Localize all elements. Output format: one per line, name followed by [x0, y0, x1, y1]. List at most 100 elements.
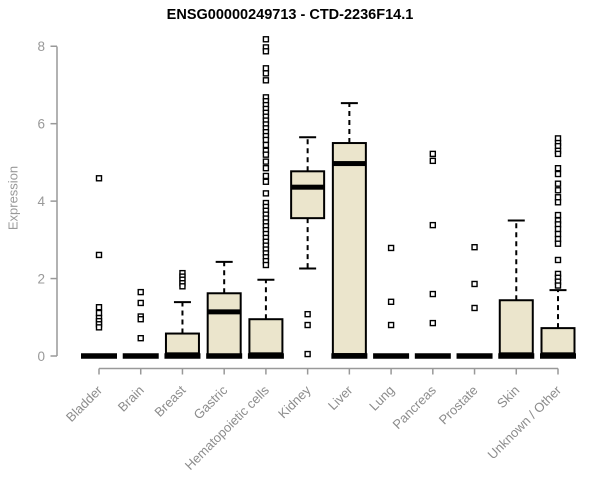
outlier-point [429, 221, 437, 229]
median-bar [81, 353, 117, 359]
boxplot-liver [331, 102, 368, 359]
median-bar [499, 352, 533, 358]
boxplot-pancreas [414, 150, 451, 359]
median-bar [332, 161, 366, 167]
outlier-point [262, 158, 270, 165]
x-tick-label: Bladder [63, 382, 106, 425]
outlier-point [554, 150, 562, 158]
outlier-point [95, 304, 103, 311]
y-tick-label: 2 [37, 271, 45, 286]
outlier-point [554, 187, 562, 194]
boxplot-unknown-other [540, 135, 576, 359]
outlier-point [262, 48, 270, 55]
outlier-point [262, 36, 270, 43]
x-tick-label: Pancreas [389, 382, 439, 432]
x-tick-label: Gastric [191, 382, 231, 422]
outlier-point [554, 180, 562, 187]
median-bar [373, 353, 410, 359]
iqr-box [331, 142, 367, 356]
boxplot-skin [498, 219, 535, 359]
outlier-point [262, 141, 270, 149]
outlier-point [137, 316, 144, 323]
iqr-box [248, 318, 284, 358]
boxplot-lung [373, 244, 410, 359]
outlier-point [304, 350, 311, 358]
y-tick-label: 6 [37, 116, 45, 131]
chart-title: ENSG00000249713 - CTD-2236F14.1 [166, 7, 414, 23]
iqr-box [206, 292, 242, 357]
outlier-point [262, 136, 270, 144]
outlier-point [554, 165, 562, 172]
outlier-point [262, 77, 270, 84]
median-bar [122, 353, 159, 359]
outlier-point [554, 256, 562, 264]
outlier-point [429, 319, 437, 327]
outlier-point [554, 170, 562, 178]
x-tick-label: Liver [325, 382, 356, 413]
median-bar [165, 352, 199, 358]
iqr-box [540, 327, 576, 358]
outlier-point [262, 190, 270, 197]
median-bar [249, 352, 283, 358]
outlier-point [95, 251, 103, 259]
median-bar [207, 309, 241, 315]
outlier-point [95, 175, 103, 182]
outlier-point [304, 310, 311, 318]
y-tick-label: 0 [37, 349, 45, 364]
median-bar [414, 353, 451, 359]
outlier-point [387, 321, 395, 329]
median-bar [291, 184, 325, 190]
outlier-point [95, 324, 103, 331]
outlier-point [429, 290, 437, 298]
outlier-point [471, 280, 478, 288]
outlier-point [554, 225, 562, 233]
boxplot-hematopoietic-cells [247, 36, 284, 359]
outlier-point [304, 321, 311, 329]
outlier-point [554, 211, 562, 219]
zero-base-bar [331, 353, 368, 359]
outlier-point [262, 261, 270, 269]
outlier-point [554, 230, 562, 238]
outlier-point [554, 199, 562, 206]
outlier-point [179, 283, 186, 290]
y-axis: 0 2 4 6 8 [37, 39, 58, 364]
outlier-point [137, 288, 144, 296]
outlier-point [554, 240, 562, 247]
zero-base-bar [206, 353, 243, 359]
y-tick-label: 4 [37, 194, 45, 209]
outlier-point [262, 65, 270, 72]
x-tick-label: Unknown / Other [485, 382, 565, 462]
median-bar [456, 353, 493, 359]
boxplot-gastric [206, 260, 243, 359]
x-tick-label: Skin [494, 383, 522, 411]
x-tick-label: Breast [151, 382, 188, 419]
y-tick-label: 8 [37, 39, 45, 54]
outlier-point [387, 244, 395, 252]
boxplot-brain [122, 288, 159, 359]
outlier-point [554, 282, 562, 289]
outlier-point [471, 243, 478, 251]
boxplot-prostate [456, 243, 493, 359]
iqr-box [498, 299, 534, 357]
outlier-point [262, 172, 270, 180]
median-bar [541, 352, 575, 358]
boxplot-breast [164, 269, 201, 359]
x-tick-label: Brain [115, 383, 147, 415]
outlier-point [137, 299, 144, 307]
outlier-point [429, 150, 437, 158]
x-tick-label: Prostate [436, 383, 481, 428]
x-tick-label: Lung [366, 383, 397, 414]
outlier-point [95, 309, 103, 317]
outlier-point [387, 298, 395, 305]
outlier-point [471, 304, 478, 312]
iqr-box [290, 170, 326, 220]
outlier-point [137, 334, 144, 342]
outlier-point [554, 194, 562, 201]
outlier-point [262, 165, 270, 172]
boxplot-bladder [81, 175, 117, 359]
outlier-point [262, 151, 270, 158]
outlier-point [262, 70, 270, 77]
